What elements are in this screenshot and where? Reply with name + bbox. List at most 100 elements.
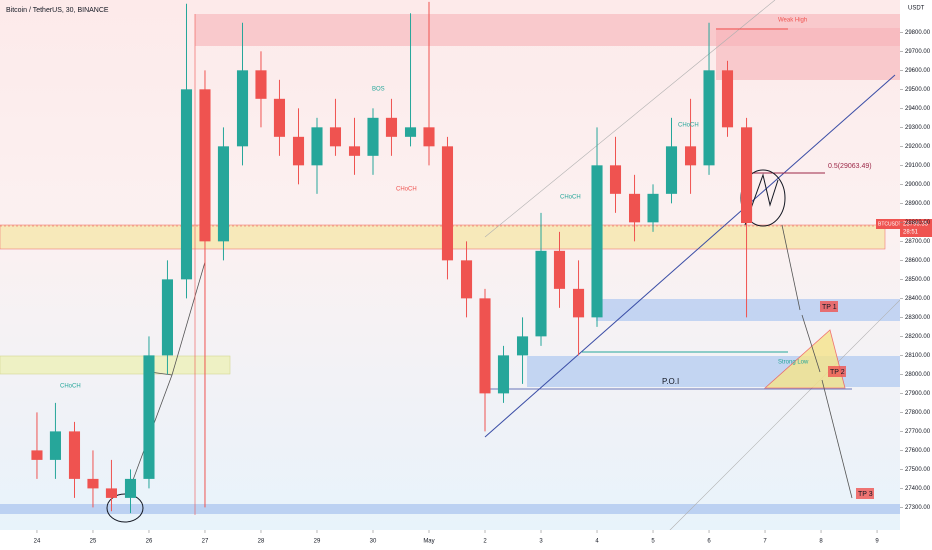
candle-body	[591, 165, 603, 318]
annotation: TP 1	[822, 304, 837, 311]
candle-body	[31, 450, 43, 460]
price-badge	[900, 219, 932, 237]
annotation: TP 3	[858, 491, 873, 498]
candle-body	[143, 355, 155, 479]
candle-body	[572, 288, 585, 318]
y-tick-label: 29400.00	[905, 106, 931, 112]
x-tick-label: 29	[314, 539, 321, 545]
y-tick-label: 29000.00	[905, 182, 931, 188]
y-tick-label: 28400.00	[905, 296, 931, 302]
tp-badge	[856, 488, 874, 499]
candle-body	[497, 355, 510, 394]
channel-line	[484, 0, 776, 238]
y-tick-label: 27700.00	[905, 429, 931, 435]
x-tick-label: 6	[707, 539, 711, 545]
candle-body	[105, 488, 117, 498]
projection-arrow	[821, 379, 853, 499]
candle-body	[721, 70, 734, 128]
x-tick-label: 9	[875, 539, 879, 545]
candle-body	[236, 70, 249, 147]
candle-body	[628, 193, 641, 223]
candle-body	[460, 260, 473, 299]
x-tick-label: 24	[34, 539, 41, 545]
candle-body	[479, 298, 491, 394]
candle-body	[684, 146, 697, 166]
candle-body	[161, 279, 173, 356]
x-tick-label: 26	[146, 539, 153, 545]
x-tick-label: 5	[651, 539, 655, 545]
x-tick-label: 25	[90, 539, 97, 545]
candle-body	[609, 165, 622, 194]
candle-body	[404, 127, 417, 137]
annotation: CHoCH	[60, 384, 81, 390]
annotation: CHoCH	[678, 123, 699, 129]
annotation: CHoCH	[560, 195, 581, 201]
countdown-label: 28:51	[903, 230, 919, 236]
path-sketch	[744, 173, 779, 226]
annotation: TP 2	[830, 369, 845, 376]
y-tick-label: 29600.00	[905, 68, 931, 74]
y-tick-label: 28100.00	[905, 353, 931, 359]
tp1-zone	[596, 299, 900, 321]
annotation: Strong Low	[778, 360, 809, 366]
demand-zone	[0, 355, 231, 375]
candle-body	[647, 193, 659, 223]
x-tick-label: May	[423, 539, 434, 545]
y-tick-label: 29200.00	[905, 144, 931, 150]
y-tick-label: 27600.00	[905, 448, 931, 454]
x-tick-label: 7	[763, 539, 767, 545]
y-tick-label: 28700.00	[905, 239, 931, 245]
y-axis-label: USDT	[908, 6, 925, 12]
y-tick-label: 27900.00	[905, 391, 931, 397]
weak-high-zone	[716, 28, 900, 80]
candle-body	[348, 146, 361, 156]
candle-body	[329, 127, 342, 147]
y-tick-label: 29700.00	[905, 49, 931, 55]
y-tick-label: 28300.00	[905, 315, 931, 321]
candle-body	[292, 136, 305, 166]
tp-badge	[828, 366, 846, 377]
y-tick-label: 27400.00	[905, 486, 931, 492]
candle-body	[255, 70, 267, 99]
candle-body	[423, 127, 435, 147]
candle-body	[441, 146, 454, 261]
price-axis	[900, 0, 932, 550]
annotation: Weak High	[778, 18, 807, 24]
x-tick-label: 27	[202, 539, 209, 545]
y-tick-label: 27800.00	[905, 410, 931, 416]
candle-body	[535, 250, 547, 337]
y-tick-label: 29100.00	[905, 163, 931, 169]
annotation: BOS	[372, 87, 385, 93]
x-tick-label: 2	[483, 539, 487, 545]
candle-body	[385, 117, 398, 137]
candle-body	[553, 250, 566, 289]
candle-body	[516, 336, 529, 356]
x-tick-label: 28	[258, 539, 265, 545]
candle-body	[180, 89, 193, 280]
x-tick-label: 3	[539, 539, 543, 545]
y-tick-label: 28800.00	[905, 220, 931, 226]
projection-arrow	[801, 314, 821, 373]
y-tick-label: 28500.00	[905, 277, 931, 283]
y-tick-label: 27300.00	[905, 505, 931, 511]
last-price-label: 28796.35	[903, 222, 929, 228]
candle-body	[273, 98, 286, 137]
x-tick-label: 8	[819, 539, 823, 545]
candle-body	[217, 146, 230, 242]
symbol-badge	[876, 219, 900, 229]
trend-line	[484, 74, 896, 438]
channel-line	[649, 299, 901, 550]
candle-body	[311, 127, 323, 166]
symbol-label: BTCUSDT	[878, 221, 902, 227]
chart-title: Bitcoin / TetherUS, 30, BINANCE	[6, 7, 109, 14]
y-tick-label: 28900.00	[905, 201, 931, 207]
y-tick-label: 28200.00	[905, 334, 931, 340]
annotation: P.O.I	[662, 377, 679, 386]
y-tick-label: 29800.00	[905, 30, 931, 36]
annotation: 0.5(29063.49)	[828, 163, 872, 170]
candle-body	[665, 146, 678, 194]
y-tick-label: 27500.00	[905, 467, 931, 473]
candle-body	[87, 478, 99, 489]
y-tick-label: 28600.00	[905, 258, 931, 264]
